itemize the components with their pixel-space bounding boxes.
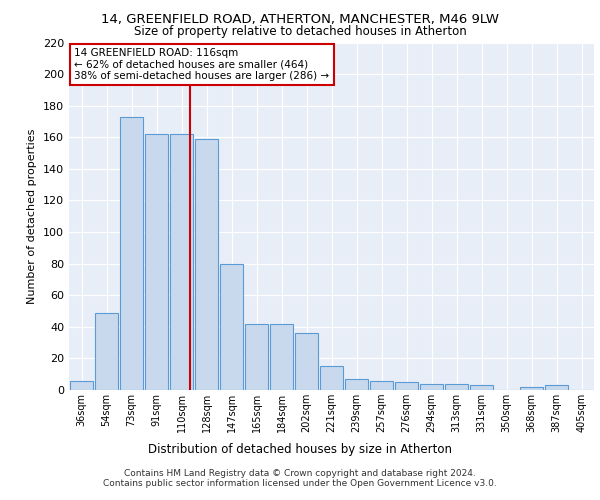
Bar <box>195 139 218 390</box>
Text: 14 GREENFIELD ROAD: 116sqm
← 62% of detached houses are smaller (464)
38% of sem: 14 GREENFIELD ROAD: 116sqm ← 62% of deta… <box>74 48 329 81</box>
Bar <box>395 382 418 390</box>
Bar <box>320 366 343 390</box>
Bar <box>545 386 568 390</box>
Bar <box>95 312 118 390</box>
Text: 14, GREENFIELD ROAD, ATHERTON, MANCHESTER, M46 9LW: 14, GREENFIELD ROAD, ATHERTON, MANCHESTE… <box>101 12 499 26</box>
Text: Contains HM Land Registry data © Crown copyright and database right 2024.: Contains HM Land Registry data © Crown c… <box>124 468 476 477</box>
Text: Size of property relative to detached houses in Atherton: Size of property relative to detached ho… <box>134 25 466 38</box>
Bar <box>295 333 318 390</box>
Text: Contains public sector information licensed under the Open Government Licence v3: Contains public sector information licen… <box>103 478 497 488</box>
Text: Distribution of detached houses by size in Atherton: Distribution of detached houses by size … <box>148 443 452 456</box>
Bar <box>470 386 493 390</box>
Bar <box>370 380 393 390</box>
Bar <box>270 324 293 390</box>
Bar <box>145 134 168 390</box>
Bar <box>345 379 368 390</box>
Bar <box>170 134 193 390</box>
Bar <box>220 264 243 390</box>
Y-axis label: Number of detached properties: Number of detached properties <box>28 128 37 304</box>
Bar <box>120 116 143 390</box>
Bar <box>245 324 268 390</box>
Bar <box>520 387 543 390</box>
Bar <box>70 380 93 390</box>
Bar <box>445 384 468 390</box>
Bar <box>420 384 443 390</box>
